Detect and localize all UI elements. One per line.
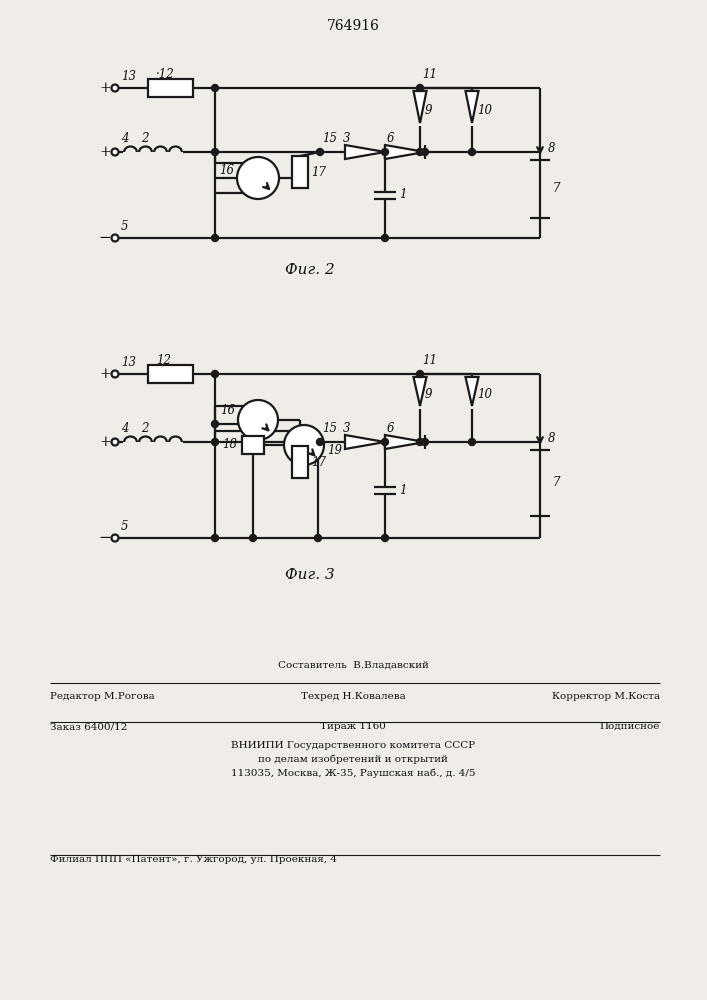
Circle shape: [382, 148, 389, 155]
Circle shape: [211, 534, 218, 542]
Polygon shape: [465, 377, 479, 406]
Polygon shape: [385, 435, 425, 449]
Text: Редактор М.Рогова: Редактор М.Рогова: [50, 692, 155, 701]
Circle shape: [238, 400, 278, 440]
Circle shape: [315, 534, 322, 542]
Circle shape: [421, 148, 428, 155]
Text: Корректор М.Коста: Корректор М.Коста: [552, 692, 660, 701]
Text: 17: 17: [311, 456, 326, 468]
Circle shape: [112, 370, 119, 377]
Circle shape: [317, 148, 324, 155]
Circle shape: [421, 438, 428, 446]
Text: 5: 5: [121, 520, 129, 532]
Circle shape: [112, 148, 119, 155]
Text: 764916: 764916: [327, 19, 380, 33]
Text: +: +: [99, 145, 111, 159]
FancyBboxPatch shape: [148, 79, 193, 97]
Text: 12: 12: [156, 355, 171, 367]
Text: 3: 3: [343, 131, 351, 144]
Circle shape: [112, 85, 119, 92]
Text: 15: 15: [322, 422, 337, 436]
Circle shape: [112, 438, 119, 446]
Text: −: −: [98, 531, 112, 545]
Text: ВНИИПИ Государственного комитета СССР: ВНИИПИ Государственного комитета СССР: [231, 741, 475, 750]
Text: 5: 5: [121, 220, 129, 232]
Circle shape: [416, 148, 423, 155]
Circle shape: [317, 438, 324, 446]
Circle shape: [382, 534, 389, 542]
Text: 113035, Москва, Ж-35, Раушская наб., д. 4/5: 113035, Москва, Ж-35, Раушская наб., д. …: [230, 769, 475, 778]
Text: Заказ 6400/12: Заказ 6400/12: [50, 722, 127, 731]
Text: 4: 4: [121, 422, 129, 436]
Text: 2: 2: [141, 422, 148, 436]
Circle shape: [469, 148, 476, 155]
Circle shape: [112, 234, 119, 241]
Text: 6: 6: [387, 131, 395, 144]
Circle shape: [211, 148, 218, 155]
Circle shape: [211, 85, 218, 92]
Text: Филиал ППП «Патент», г. Ужгород, ул. Проекная, 4: Филиал ППП «Патент», г. Ужгород, ул. Про…: [50, 855, 337, 864]
Text: по делам изобретений и открытий: по делам изобретений и открытий: [258, 755, 448, 764]
Circle shape: [211, 438, 218, 446]
Circle shape: [382, 234, 389, 241]
Circle shape: [382, 438, 389, 446]
Text: 16: 16: [220, 403, 235, 416]
Text: 7: 7: [553, 477, 561, 489]
Text: +: +: [99, 81, 111, 95]
Text: 13: 13: [121, 70, 136, 83]
Circle shape: [211, 370, 218, 377]
Text: −: −: [98, 231, 112, 245]
Text: 15: 15: [322, 132, 337, 145]
Text: 2: 2: [141, 132, 148, 145]
Text: ·12: ·12: [156, 68, 175, 82]
Circle shape: [469, 438, 476, 446]
Text: Подписное: Подписное: [600, 722, 660, 731]
Text: 10: 10: [477, 104, 492, 116]
Circle shape: [112, 534, 119, 542]
Polygon shape: [414, 377, 426, 406]
Text: Тираж 1160: Тираж 1160: [320, 722, 386, 731]
FancyBboxPatch shape: [148, 365, 193, 383]
Text: 17: 17: [311, 165, 326, 178]
Text: 8: 8: [548, 141, 556, 154]
Circle shape: [416, 370, 423, 377]
FancyBboxPatch shape: [242, 436, 264, 454]
Polygon shape: [385, 145, 425, 159]
Circle shape: [416, 438, 423, 446]
Text: 16: 16: [219, 163, 234, 176]
Text: 18: 18: [222, 438, 237, 452]
Text: 11: 11: [422, 68, 437, 82]
Circle shape: [211, 420, 218, 428]
Circle shape: [250, 534, 257, 542]
Text: 7: 7: [553, 182, 561, 196]
Circle shape: [211, 234, 218, 241]
Text: 4: 4: [121, 132, 129, 145]
Text: 19: 19: [327, 444, 342, 456]
Text: 3: 3: [343, 422, 351, 434]
Text: 9: 9: [425, 387, 433, 400]
Text: Фиг. 2: Фиг. 2: [285, 263, 335, 277]
FancyBboxPatch shape: [292, 446, 308, 478]
Text: Техред Н.Ковалева: Техред Н.Ковалева: [300, 692, 405, 701]
Polygon shape: [414, 91, 426, 123]
Text: 11: 11: [422, 355, 437, 367]
Text: 8: 8: [548, 432, 556, 444]
Text: +: +: [99, 435, 111, 449]
Text: 10: 10: [477, 387, 492, 400]
Text: 1: 1: [399, 484, 407, 496]
Circle shape: [237, 157, 279, 199]
Text: Фиг. 3: Фиг. 3: [285, 568, 335, 582]
Text: 1: 1: [399, 188, 407, 202]
Text: 9: 9: [425, 104, 433, 116]
Circle shape: [284, 425, 324, 465]
Text: 6: 6: [387, 422, 395, 434]
Text: 13: 13: [121, 356, 136, 368]
Circle shape: [416, 85, 423, 92]
Text: Составитель  В.Владавский: Составитель В.Владавский: [278, 660, 428, 670]
Polygon shape: [345, 435, 385, 449]
Text: +: +: [99, 367, 111, 381]
Polygon shape: [345, 145, 385, 159]
Polygon shape: [465, 91, 479, 123]
FancyBboxPatch shape: [292, 156, 308, 188]
